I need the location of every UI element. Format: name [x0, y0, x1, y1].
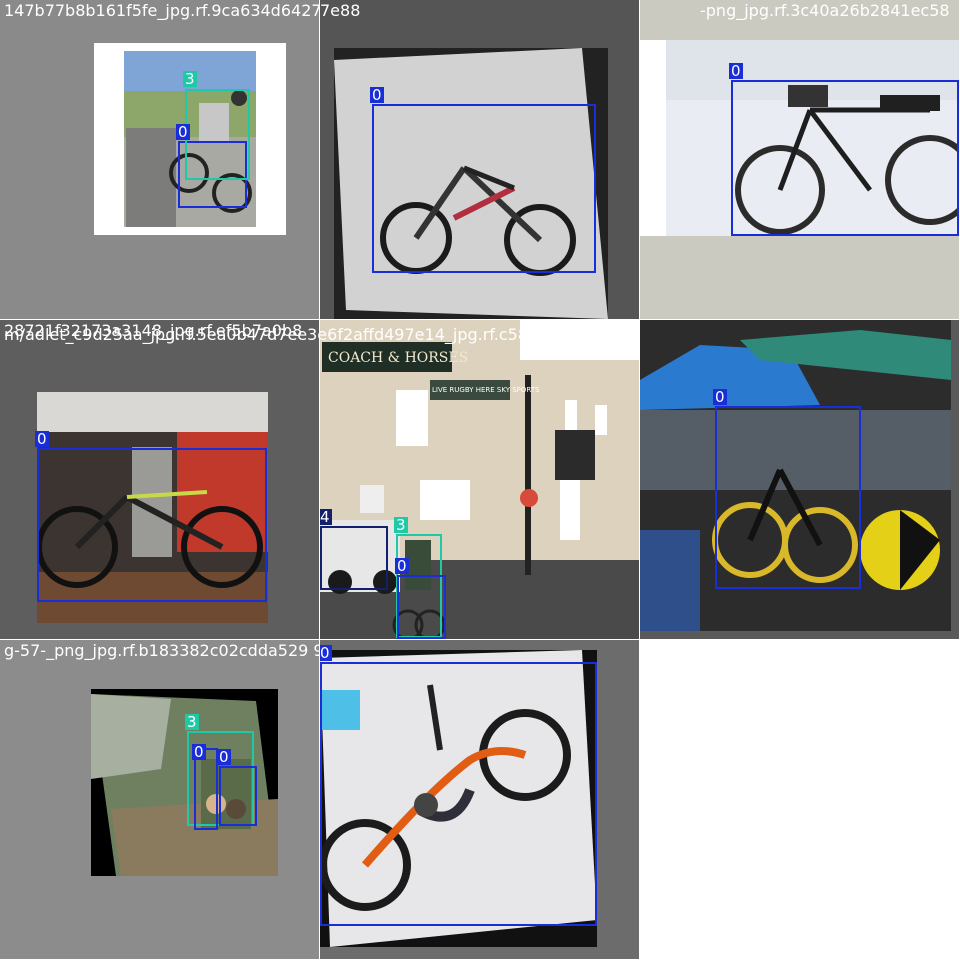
mosaic-tile-2: 0 7e88: [320, 0, 639, 319]
detection-box: [397, 575, 446, 639]
sign-text: LIVE RUGBY HERE SKY SPORTS: [432, 386, 540, 394]
mosaic-tile-1: 3 0 147b77b8b161f5fe_jpg.rf.9ca634d6427c…: [0, 0, 319, 319]
class-label: 0: [217, 748, 231, 766]
class-label: 0: [35, 430, 49, 448]
detection-box: [372, 104, 596, 273]
class-label: 0: [713, 388, 727, 406]
detection-box: [320, 526, 388, 590]
tile-image: [91, 689, 278, 876]
detection-box: [37, 448, 267, 602]
mosaic-tile-7: 3 0 0 g-57-_png_jpg.rf.b183382c02cdda529…: [0, 640, 319, 959]
mosaic-tile-4: 0 28721f32173a3148_jpg.rf.ef5b7a0b8: [0, 320, 319, 639]
tile-filename: 7e88: [320, 1, 361, 20]
tile-filename: g-57-_png_jpg.rf.b183382c02cdda529 9874d…: [4, 641, 319, 660]
class-label: 4: [320, 508, 332, 526]
tile-image: [94, 43, 286, 235]
detection-box: [194, 748, 218, 830]
tile-filename: m/adlet_c9d25aa_jpg.rf.5ea0b47d7ee3e6f2a…: [4, 325, 600, 344]
class-label: 0: [320, 644, 332, 662]
tile-filename: 28721f32173a3148_jpg.rf.ef5b7a0b8: [4, 321, 303, 340]
detection-box: [185, 89, 250, 180]
mosaic-tile-6: 0: [640, 320, 959, 639]
tile-image: [640, 40, 959, 236]
class-label: 3: [183, 70, 197, 88]
class-label: 0: [370, 86, 384, 104]
sign-text: COACH & HORSES: [328, 350, 469, 366]
mosaic-tile-3: 0 -png_jpg.rf.3c40a26b2841ec58: [640, 0, 959, 319]
mosaic-tile-8: 0: [320, 640, 639, 959]
tile-filename: -png_jpg.rf.3c40a26b2841ec58: [700, 1, 950, 20]
class-label: 3: [185, 713, 199, 731]
class-label: 0: [395, 557, 409, 575]
class-label: 0: [729, 62, 743, 80]
tile-image: [37, 392, 268, 623]
detection-box: [731, 80, 959, 236]
detection-box: [219, 766, 257, 826]
tile-filename: 147b77b8b161f5fe_jpg.rf.9ca634d6427c2667…: [4, 1, 319, 20]
detection-box: [178, 141, 247, 208]
detection-box: [715, 406, 861, 589]
tile-image: [320, 320, 639, 639]
mosaic-tile-5: COACH & HORSES LIVE RUGBY HERE SKY SPORT…: [320, 320, 639, 639]
class-label: 3: [394, 516, 408, 534]
class-label: 0: [192, 743, 206, 761]
tile-image: [320, 650, 597, 947]
tile-image: [640, 320, 951, 631]
class-label: 0: [176, 123, 190, 141]
detection-box: [320, 662, 597, 926]
